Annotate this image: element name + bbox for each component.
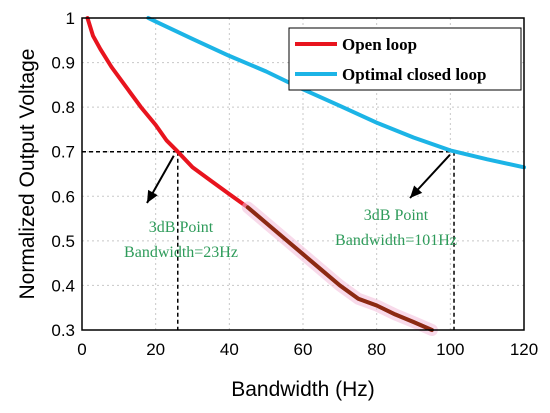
series-layer <box>85 16 526 336</box>
y-tick-label: 1 <box>66 9 75 28</box>
annotation-label-line1: 3dB Point <box>364 207 429 224</box>
x-tick-label: 0 <box>77 340 86 359</box>
tick-labels: 0 20 40 60 80 100 120 0.3 0.4 0.5 0.6 0.7 0.8 0.9 1 <box>51 9 538 359</box>
annotation-arrow-head <box>147 189 158 203</box>
y-tick-label: 0.6 <box>51 187 75 206</box>
x-tick-label: 120 <box>510 340 538 359</box>
y-tick-label: 0.4 <box>51 276 75 295</box>
legend: Open loop Optimal closed loop <box>288 27 522 91</box>
x-tick-label: 80 <box>367 340 386 359</box>
reference-lines <box>82 150 455 330</box>
x-tick-label: 40 <box>220 340 239 359</box>
annotations: 3dB Point Bandwidth=23Hz 3dB Point Bandwidt… <box>124 154 457 261</box>
legend-label-optimal-closed-loop: Optimal closed loop <box>342 65 487 84</box>
legend-label-open-loop: Open loop <box>342 35 417 54</box>
x-axis-title: Bandwidth (Hz) <box>231 378 375 401</box>
y-axis-title: Normalized Output Voltage <box>16 49 39 300</box>
annotation-label-line2: Bandwidth=101Hz <box>335 232 457 249</box>
annotation-label-line2: Bandwidth=23Hz <box>124 244 238 261</box>
series-highlight-glow-0 <box>241 201 438 336</box>
y-tick-label: 0.7 <box>51 143 75 162</box>
y-tick-label: 0.9 <box>51 54 75 73</box>
plot-frame <box>81 17 525 331</box>
series-highlight-0 <box>245 205 434 332</box>
x-tick-label: 100 <box>436 340 464 359</box>
annotation-label-line1: 3dB Point <box>149 219 214 236</box>
x-tick-label: 60 <box>294 340 313 359</box>
legend-box <box>288 27 522 91</box>
x-tick-label: 20 <box>146 340 165 359</box>
y-tick-label: 0.8 <box>51 98 75 117</box>
y-tick-label: 0.5 <box>51 232 75 251</box>
series-line-1 <box>146 16 526 170</box>
y-tick-label: 0.3 <box>51 321 75 340</box>
annotation-arrow-head <box>410 185 423 198</box>
